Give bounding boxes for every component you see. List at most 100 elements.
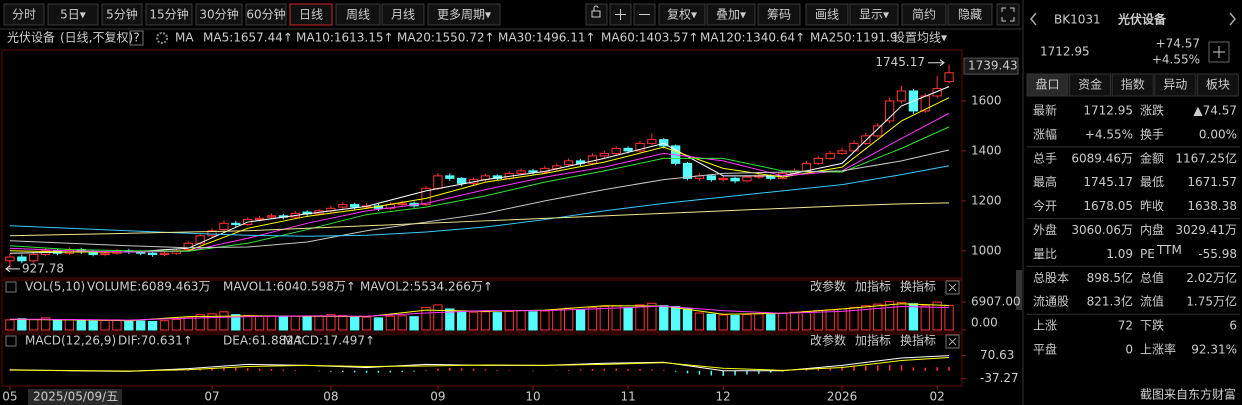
toolbar-tab[interactable] (145, 3, 193, 26)
gear-icon[interactable] (156, 32, 168, 44)
candle-body (873, 125, 883, 137)
candle-body (457, 177, 467, 184)
candle-body (813, 157, 823, 164)
macd-legend: MACD:17.497↑ (283, 334, 375, 348)
volume-bar (896, 301, 907, 331)
ma-settings[interactable]: 设置均线▾ (893, 31, 947, 45)
candle-body (599, 152, 609, 157)
toolbar-tab-label: 周线 (346, 8, 370, 22)
volume-bar (468, 311, 479, 331)
volume-bar (873, 303, 883, 331)
candle-body (920, 95, 930, 112)
quote-label: 外盘 (1033, 222, 1057, 237)
ma-legend: MA30:1496.11↑ (498, 31, 596, 45)
toolbar-tab[interactable] (658, 3, 706, 26)
toolbar-tab[interactable] (195, 3, 243, 26)
low-annotation: 927.78 (22, 261, 64, 275)
candle-body (254, 217, 265, 221)
quote-tab[interactable] (1069, 73, 1112, 97)
volume-bar (52, 319, 63, 331)
quote-tab[interactable] (1026, 73, 1069, 97)
panel-button[interactable]: 改参数 (810, 279, 846, 294)
sector-code: BK1031 (1054, 13, 1101, 27)
volume-bar (492, 312, 502, 331)
quote-value: 1167.25亿 (1175, 150, 1237, 165)
y-tick-label: -37.27 (980, 371, 1019, 385)
volume-bar (563, 307, 574, 331)
panel-button[interactable]: 换指标 (900, 279, 936, 294)
candle-body (17, 256, 27, 262)
mavol-line (9, 305, 950, 321)
plus-icon (615, 9, 626, 20)
help-label[interactable]: ? (133, 31, 139, 45)
volume-bar (647, 302, 657, 331)
volume-bar (314, 315, 324, 331)
toolbar-tab[interactable] (335, 3, 381, 26)
volume-bar (254, 315, 265, 331)
add-button[interactable] (1208, 41, 1230, 63)
toolbar-tab-label: 分时 (12, 8, 36, 22)
quote-value: 1671.57 (1187, 175, 1237, 189)
toolbar-tab[interactable] (706, 3, 756, 26)
volume-bar (207, 313, 217, 331)
toolbar-tab-label: 显示▾ (859, 8, 889, 22)
quote-header-icons (1030, 12, 1236, 63)
volume-bar (76, 320, 86, 331)
toolbar-tab[interactable] (947, 3, 993, 26)
candle-body (825, 152, 835, 159)
legend-icons (5, 30, 960, 349)
candle-body (861, 135, 871, 144)
toolbar-tab[interactable] (381, 3, 425, 26)
volume-bar (433, 304, 443, 331)
toolbar-tab[interactable] (901, 3, 947, 26)
macd-legend: DEA:61.882↑ (223, 334, 304, 348)
macd-toggle[interactable] (5, 335, 17, 347)
x-tick-label: 05 (2, 390, 17, 404)
y-tick-label: 1200 (971, 193, 1002, 207)
panel-button[interactable]: 加指标 (855, 279, 891, 294)
prev-arrow[interactable] (1030, 12, 1037, 26)
next-arrow[interactable] (1229, 12, 1236, 26)
quote-value: 3029.41万 (1175, 223, 1237, 237)
y-tick-label: 1000 (971, 243, 1002, 257)
quote-tab[interactable] (1196, 73, 1239, 97)
volume-bar (552, 309, 562, 331)
x-tick-label: 07 (204, 390, 219, 404)
fullscreen-button[interactable] (996, 3, 1020, 26)
toolbar-tab-label: 更多周期▾ (437, 8, 491, 22)
toolbar-tab[interactable] (245, 3, 287, 26)
toolbar-tab[interactable] (805, 3, 849, 26)
panel-button[interactable]: 换指标 (900, 333, 936, 348)
quote-value: 1678.05 (1083, 199, 1133, 213)
toolbar-tab[interactable] (47, 3, 99, 26)
toolbar-tab[interactable] (101, 3, 143, 26)
help-box[interactable] (129, 30, 144, 46)
vol-toggle[interactable] (5, 281, 17, 293)
undo-button[interactable] (585, 3, 608, 26)
sector-name: 光伏设备 (1117, 12, 1167, 27)
volume-bar (516, 310, 526, 331)
toolbar-tab[interactable] (3, 3, 45, 26)
toolbar-tab[interactable] (427, 3, 501, 26)
volume-bar (718, 314, 728, 331)
quote-tab[interactable] (1111, 73, 1154, 97)
toolbar-tab[interactable] (757, 3, 801, 26)
collapse-handle[interactable] (1016, 270, 1022, 310)
toolbar-tab[interactable] (289, 3, 333, 26)
panel-button[interactable]: 加指标 (855, 333, 891, 348)
x-tick-label: 09 (430, 390, 445, 404)
volume-bar (861, 305, 871, 331)
macd-close[interactable] (945, 334, 960, 349)
last-price: 1712.95 (1040, 45, 1090, 59)
volume-bar (171, 318, 182, 331)
panel-button[interactable]: 改参数 (810, 333, 846, 348)
quote-value: 1745.17 (1083, 175, 1133, 189)
mavol-line (9, 303, 950, 322)
candle-body (682, 162, 693, 179)
toolbar-tab[interactable] (849, 3, 899, 26)
quote-tab[interactable] (1154, 73, 1197, 97)
candle-body (837, 150, 847, 154)
vol-close[interactable] (945, 280, 960, 295)
quote-label: 涨幅 (1033, 126, 1057, 141)
quote-value: 1.75万亿 (1186, 294, 1237, 309)
